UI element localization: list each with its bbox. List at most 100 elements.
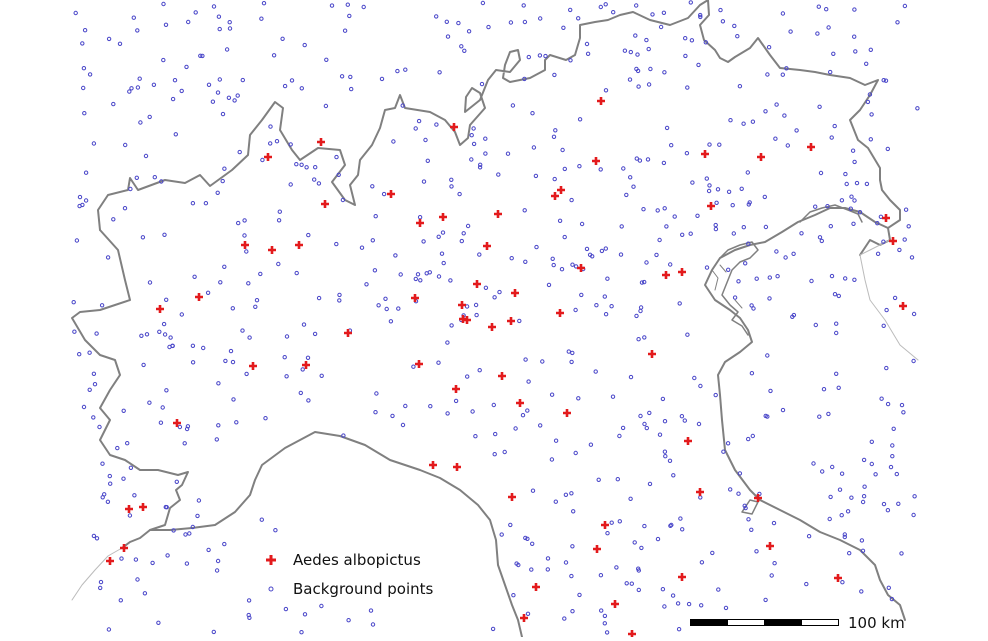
presence-point [429,461,437,469]
background-point [383,296,388,301]
background-point [97,424,102,430]
background-point [560,147,565,153]
scale-segment [764,619,802,626]
background-point [376,303,381,308]
background-point [717,142,722,147]
background-point [617,519,622,524]
background-point [598,573,604,578]
background-point [605,531,610,536]
background-point [662,449,668,454]
background-point [552,72,557,78]
background-point [337,298,342,303]
background-point [848,206,853,211]
background-point [881,323,886,328]
background-point [210,99,216,104]
presence-point [120,544,128,552]
background-point [413,276,418,282]
background-point [198,53,203,58]
background-point [190,360,196,365]
background-point [492,295,497,300]
background-point [869,461,874,467]
background-point [818,170,824,176]
background-point [736,491,741,496]
background-point [737,84,743,89]
background-point [246,281,251,286]
background-point [909,255,915,260]
background-point [828,224,833,229]
background-point [437,70,442,75]
background-point [220,111,226,117]
background-point [765,414,770,419]
presence-point [416,219,424,227]
background-point [725,441,731,446]
background-point [423,137,428,143]
background-point [522,19,528,25]
background-point [698,14,703,20]
background-point [570,262,575,267]
background-point [642,523,647,529]
venetian-lagoon [719,241,759,336]
background-point [508,20,514,25]
background-point [869,439,874,444]
background-point [603,2,608,7]
background-point [170,343,175,349]
background-point [81,85,86,91]
background-point [276,261,281,267]
background-point [236,220,241,226]
circle-marker-icon [262,580,280,598]
background-point [754,276,759,281]
background-point [147,400,152,405]
background-point [672,214,677,219]
background-point [736,279,741,284]
background-point [628,175,633,180]
background-point [663,454,668,459]
background-point [294,270,299,276]
background-point [677,301,682,306]
background-point [107,473,113,479]
background-point [384,306,389,312]
background-point [131,15,137,20]
background-point [723,605,729,611]
background-point [448,278,453,283]
background-point [288,182,293,187]
background-point [683,36,688,41]
presence-point [563,409,571,417]
background-point [106,36,112,42]
region-borders [71,0,919,638]
background-point [231,397,236,402]
background-point [826,411,831,417]
background-point [746,241,751,246]
background-point [184,561,190,566]
presence-point [889,237,897,245]
background-point [754,549,759,554]
background-point [883,78,889,83]
background-point [746,517,751,522]
background-points-layer [71,0,920,635]
background-point [718,7,723,13]
background-point [603,88,609,93]
background-point [751,306,756,311]
background-point [731,231,736,236]
background-point [850,148,856,153]
background-point [77,352,82,357]
background-point [217,77,223,82]
background-point [763,224,769,230]
background-point [828,494,833,500]
background-point [704,176,709,181]
background-point [273,528,278,533]
background-point [123,142,128,148]
legend-row-presence: Aedes albopictus [262,548,421,572]
background-point [695,213,700,219]
background-point [151,82,157,88]
background-point [374,391,379,396]
background-point [579,221,585,227]
background-point [662,419,668,424]
background-point [819,238,824,244]
background-point [546,282,552,288]
background-point [80,202,85,208]
background-point [436,274,442,279]
background-point [393,253,398,258]
background-point [634,313,639,319]
background-point [247,615,252,620]
background-point [359,245,365,250]
